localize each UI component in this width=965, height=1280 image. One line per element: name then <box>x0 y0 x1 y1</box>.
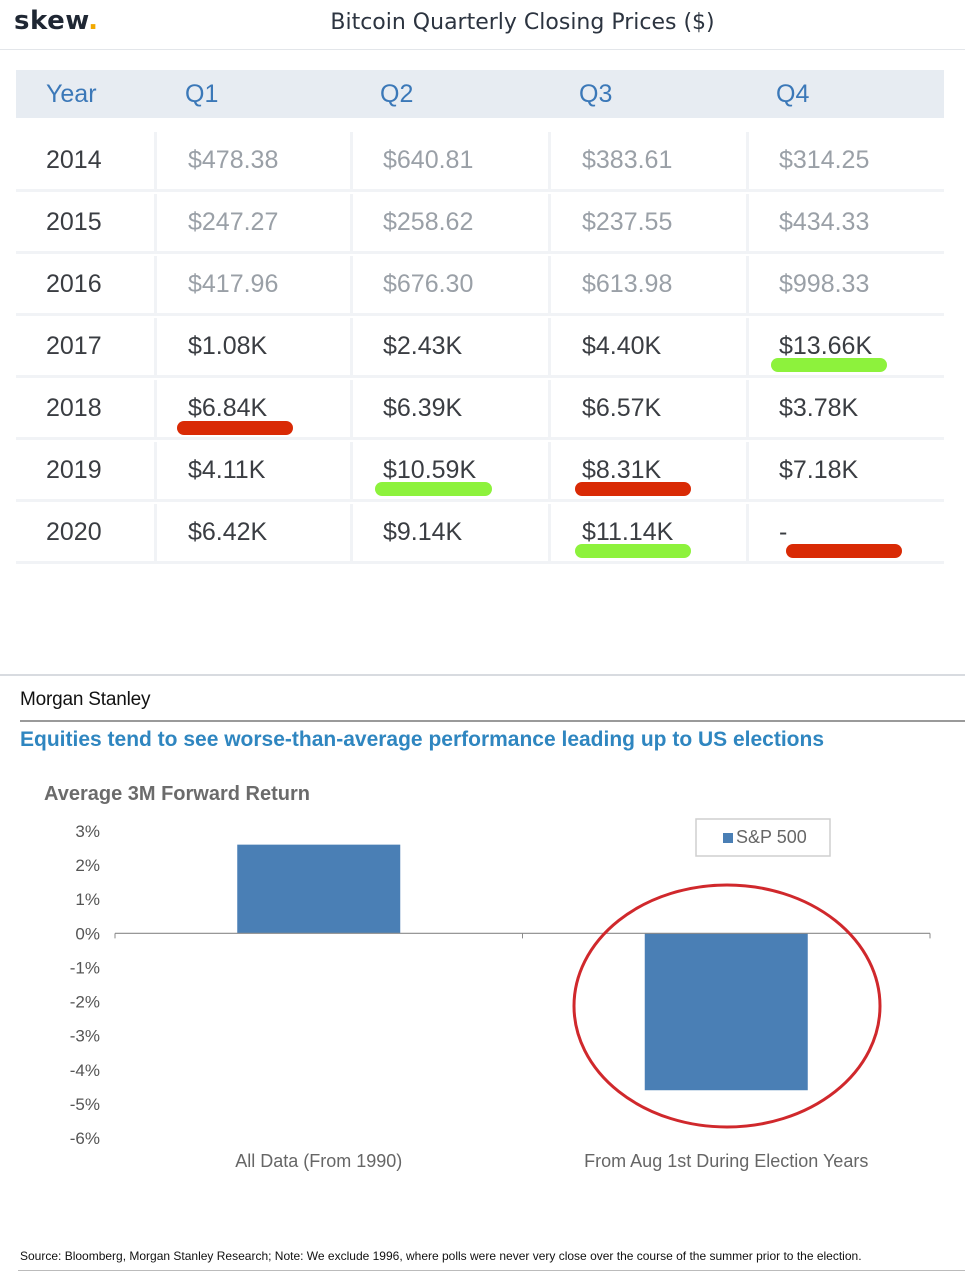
price-cell: $314.25 <box>746 132 944 189</box>
chart-title: Average 3M Forward Return <box>44 783 310 805</box>
bar-chart: Average 3M Forward Return 3% 2% 1% 0% -1% -2%… <box>44 783 931 1171</box>
price-cell: $2.43K <box>350 318 548 375</box>
price-cell: $13.66K <box>746 318 944 375</box>
x-axis-labels: All Data (From 1990) From Aug 1st During … <box>235 1151 868 1171</box>
price-cell: $478.38 <box>154 132 350 189</box>
price-cell: $383.61 <box>548 132 746 189</box>
y-tick-label: 1% <box>75 890 100 909</box>
x-axis <box>114 932 931 939</box>
price-cell: $613.98 <box>548 256 746 313</box>
header-q2: Q2 <box>380 79 414 108</box>
y-tick-label: -4% <box>70 1061 100 1080</box>
price-cell: $4.11K <box>154 442 350 499</box>
y-axis-ticks: 3% 2% 1% 0% -1% -2% -3% -4% -5% -6% <box>70 822 100 1148</box>
highlight-green-2020-q3 <box>575 544 691 558</box>
year-cell: 2015 <box>46 208 102 236</box>
highlight-red-2018-q1 <box>177 421 293 435</box>
year-cell: 2019 <box>46 456 102 484</box>
y-tick-label: 2% <box>75 856 100 875</box>
table-row: 2018 $6.84K $6.39K $6.57K $3.78K <box>16 380 944 440</box>
table-row: 2017 $1.08K $2.43K $4.40K $13.66K <box>16 318 944 378</box>
chart-headline: Equities tend to see worse-than-average … <box>20 728 825 751</box>
highlight-red-2020-q4 <box>786 544 902 558</box>
price-cell: $258.62 <box>350 194 548 251</box>
y-tick-label: -2% <box>70 993 100 1012</box>
skew-logo-dot: . <box>88 6 99 36</box>
highlight-green-2017-q4 <box>771 358 887 372</box>
price-cell: $9.14K <box>350 504 548 561</box>
header-q4: Q4 <box>776 79 810 108</box>
price-cell: $1.08K <box>154 318 350 375</box>
price-cell: $10.59K <box>350 442 548 499</box>
y-tick-label: -1% <box>70 958 100 977</box>
price-cell: $3.78K <box>746 380 944 437</box>
y-tick-label: 0% <box>75 924 100 943</box>
price-cell: $11.14K <box>548 504 746 561</box>
price-cell: $7.18K <box>746 442 944 499</box>
price-cell: $6.42K <box>154 504 350 561</box>
table-header-row: Year Q1 Q2 Q3 Q4 <box>16 70 944 118</box>
highlight-green-2019-q2 <box>375 482 492 496</box>
year-cell: 2020 <box>46 518 102 546</box>
skew-logo-text: skew <box>14 6 89 36</box>
price-cell: $247.27 <box>154 194 350 251</box>
price-cell: - <box>746 504 944 561</box>
legend-box <box>695 818 831 857</box>
price-cell: $237.55 <box>548 194 746 251</box>
price-cell: $417.96 <box>154 256 350 313</box>
price-cell: $8.31K <box>548 442 746 499</box>
price-cell: $6.39K <box>350 380 548 437</box>
footer-divider <box>18 1270 965 1271</box>
year-cell: 2016 <box>46 270 102 298</box>
source-note: Source: Bloomberg, Morgan Stanley Resear… <box>20 1249 862 1263</box>
price-cell: $6.57K <box>548 380 746 437</box>
bar <box>644 933 808 1091</box>
y-tick-label: -6% <box>70 1129 100 1148</box>
price-cell: $998.33 <box>746 256 944 313</box>
header-q3: Q3 <box>579 79 613 108</box>
skew-header: skew. Bitcoin Quarterly Closing Prices (… <box>0 0 965 50</box>
header-year: Year <box>46 79 97 108</box>
morgan-stanley-logo: Morgan Stanley <box>20 689 151 710</box>
morgan-stanley-panel: Morgan Stanley Equities tend to see wors… <box>0 678 965 1280</box>
price-cell: $4.40K <box>548 318 746 375</box>
skew-logo: skew. <box>14 6 98 36</box>
price-cell: $6.84K <box>154 380 350 437</box>
year-cell: 2014 <box>46 146 102 174</box>
price-cell: $434.33 <box>746 194 944 251</box>
header-q1: Q1 <box>185 79 219 108</box>
price-cell: $640.81 <box>350 132 548 189</box>
brand-divider <box>20 720 965 722</box>
legend-label: S&P 500 <box>736 827 807 847</box>
bar <box>237 844 401 934</box>
y-tick-label: 3% <box>75 822 100 841</box>
table-row: 2016 $417.96 $676.30 $613.98 $998.33 <box>16 256 944 316</box>
x-tick-label: From Aug 1st During Election Years <box>584 1151 868 1171</box>
year-cell: 2017 <box>46 332 102 360</box>
price-cell: $676.30 <box>350 256 548 313</box>
skew-panel: skew. Bitcoin Quarterly Closing Prices (… <box>0 0 965 676</box>
year-cell: 2018 <box>46 394 102 422</box>
bars <box>237 844 808 1091</box>
table-row: 2015 $247.27 $258.62 $237.55 $434.33 <box>16 194 944 254</box>
annotation-circle <box>572 883 882 1129</box>
table-row: 2019 $4.11K $10.59K $8.31K $7.18K <box>16 442 944 502</box>
highlight-red-2019-q3 <box>575 482 691 496</box>
table-title: Bitcoin Quarterly Closing Prices ($) <box>330 10 715 35</box>
table-row: 2020 $6.42K $9.14K $11.14K - <box>16 504 944 564</box>
legend: S&P 500 <box>695 818 831 857</box>
table-row: 2014 $478.38 $640.81 $383.61 $314.25 <box>16 132 944 192</box>
legend-swatch <box>723 833 733 843</box>
y-tick-label: -3% <box>70 1027 100 1046</box>
x-tick-label: All Data (From 1990) <box>235 1151 402 1171</box>
y-tick-label: -5% <box>70 1095 100 1114</box>
